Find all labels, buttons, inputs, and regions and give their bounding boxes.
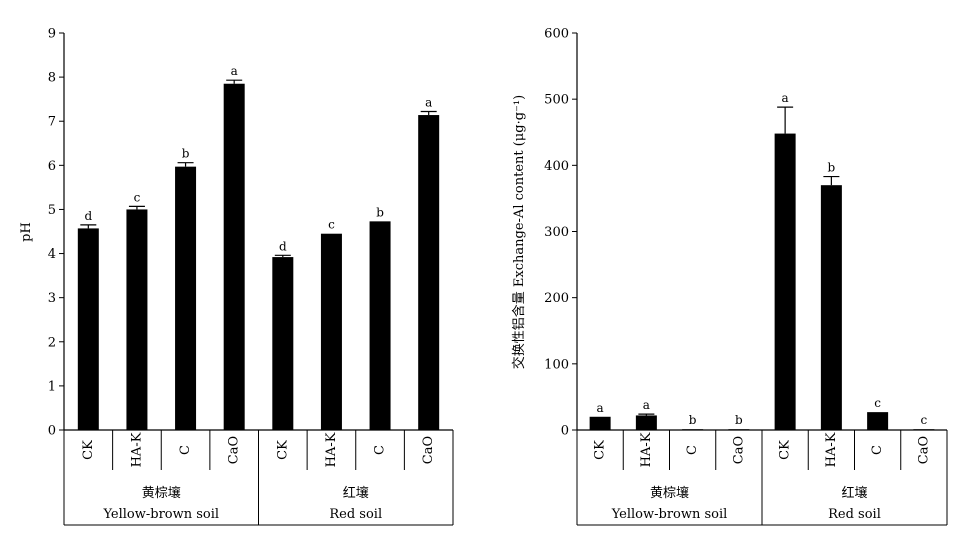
category-label: C: [685, 445, 700, 455]
y-tick-label: 200: [544, 291, 569, 306]
significance-letter: b: [376, 205, 384, 219]
category-label: CK: [275, 440, 290, 460]
bar: [223, 83, 245, 430]
category-label: HA-K: [639, 432, 654, 467]
y-tick-label: 5: [48, 203, 56, 218]
group-label-zh: 红壤: [343, 485, 369, 501]
category-label: C: [178, 445, 193, 455]
significance-letter: a: [782, 91, 789, 105]
group-label-zh: 黄棕壤: [650, 485, 689, 501]
bar: [820, 185, 842, 430]
y-axis-label: pH: [19, 222, 34, 242]
group-label-en: Red soil: [329, 507, 382, 522]
category-label: HA-K: [324, 432, 339, 467]
significance-letter: d: [84, 209, 92, 223]
group-label-zh: 红壤: [841, 485, 867, 501]
significance-letter: c: [134, 190, 141, 204]
y-tick-label: 3: [48, 291, 56, 306]
bar: [126, 209, 148, 430]
y-tick-label: 500: [544, 93, 569, 108]
significance-letter: b: [182, 147, 190, 161]
category-label: HA-K: [129, 432, 144, 467]
significance-letter: c: [328, 218, 335, 232]
significance-letter: a: [643, 398, 650, 412]
significance-letter: a: [425, 96, 432, 110]
y-tick-label: 0: [561, 424, 569, 439]
bar: [682, 429, 704, 430]
y-tick-label: 0: [48, 424, 56, 439]
significance-letter: b: [735, 413, 743, 427]
chart-2: 0 100 200 300 400 500 600 交换性铝含量 Exchange-Al co…: [511, 27, 948, 526]
significance-letter: d: [279, 239, 287, 253]
category-label: HA-K: [824, 432, 839, 467]
group-label-en: Red soil: [828, 507, 881, 522]
bar: [728, 429, 750, 430]
bar: [77, 228, 99, 430]
significance-letter: b: [828, 161, 836, 175]
bar: [272, 257, 294, 430]
bar: [369, 221, 391, 430]
bar: [913, 429, 935, 430]
bar: [418, 115, 440, 431]
bar: [635, 415, 657, 430]
category-label: C: [373, 445, 388, 455]
bar: [320, 233, 342, 430]
category-label: CK: [778, 440, 793, 460]
y-tick-label: 1: [48, 379, 56, 394]
group-label-zh: 黄棕壤: [142, 485, 181, 501]
bar: [867, 412, 889, 430]
y-tick-label: 6: [48, 159, 56, 174]
bar: [589, 416, 611, 430]
y-tick-label: 8: [48, 71, 56, 86]
y-tick-label: 300: [544, 225, 569, 240]
category-label: CaO: [916, 436, 931, 464]
y-tick-label: 4: [48, 247, 56, 262]
category-label: CaO: [731, 436, 746, 464]
category-label: CaO: [421, 436, 436, 464]
significance-letter: b: [689, 413, 697, 427]
significance-letter: c: [921, 413, 928, 427]
significance-letter: a: [231, 64, 238, 78]
category-label: CK: [81, 440, 96, 460]
significance-letter: a: [597, 401, 604, 415]
category-label: C: [870, 445, 885, 455]
y-tick-label: 400: [544, 159, 569, 174]
y-tick-label: 9: [48, 27, 56, 42]
bar: [175, 166, 197, 430]
y-tick-label: 7: [48, 115, 56, 130]
y-tick-label: 2: [48, 335, 56, 350]
bar: [774, 133, 796, 430]
y-axis-label: 交换性铝含量 Exchange-Al content (μg·g⁻¹): [511, 95, 527, 369]
category-label: CK: [593, 440, 608, 460]
significance-letter: c: [874, 396, 881, 410]
group-label-en: Yellow-brown soil: [102, 507, 219, 522]
y-tick-label: 600: [544, 27, 569, 42]
group-label-en: Yellow-brown soil: [611, 507, 728, 522]
category-label: CaO: [227, 436, 242, 464]
chart-1: 0 1 2 3 4 5 6 7 8 9 pH d CK c HA-K b Ca CaO d CK c HA-K b Ca CaO…: [19, 27, 454, 526]
y-tick-label: 100: [544, 357, 569, 372]
